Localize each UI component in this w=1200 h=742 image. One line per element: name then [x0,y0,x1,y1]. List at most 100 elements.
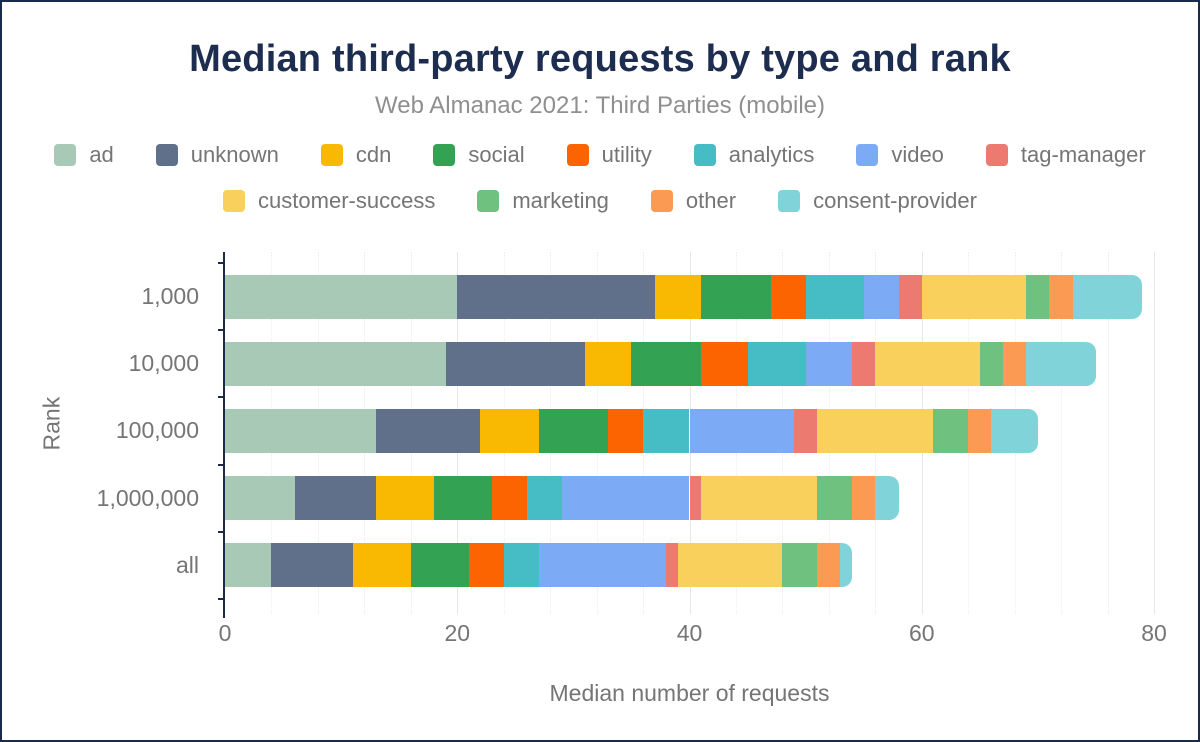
bar-segment-other[interactable] [852,476,876,521]
gridline-major [1154,252,1155,614]
legend-item-video[interactable]: video [856,142,944,168]
y-axis-tick [218,262,225,264]
bar-segment-marketing[interactable] [817,476,853,521]
legend-label: other [685,188,737,213]
legend-swatch-utility [566,144,589,166]
legend-label: video [891,142,944,167]
bar-segment-unknown[interactable] [375,409,481,453]
bar-segment-unknown[interactable] [294,476,376,521]
bar-segment-consent-provider[interactable] [840,543,853,588]
bar-segment-cdn[interactable] [480,409,539,453]
bar-segment-utility[interactable] [701,341,748,386]
legend-label: cdn [355,142,392,167]
legend-item-cdn[interactable]: cdn [320,142,392,168]
legend-item-analytics[interactable]: analytics [693,142,815,168]
bar-segment-analytics[interactable] [526,476,562,521]
chart-subtitle: Web Almanac 2021: Third Parties (mobile) [375,92,825,119]
bar-segment-customer-success[interactable] [677,543,783,588]
bar-row-1000000 [225,476,1154,521]
bar-segment-consent-provider[interactable] [875,476,899,521]
x-tick-label: 60 [908,620,935,646]
legend-swatch-video [856,144,879,166]
x-axis-title: Median number of requests [549,680,830,706]
bar-segment-analytics[interactable] [805,274,864,319]
bar-segment-tag-manager[interactable] [689,476,702,521]
legend-item-utility[interactable]: utility [566,142,652,168]
legend-swatch-marketing [477,190,500,212]
bar-segment-tag-manager[interactable] [666,543,678,588]
bar-segment-cdn[interactable] [654,274,702,319]
bar-segment-video[interactable] [561,476,690,521]
bar-segment-analytics[interactable] [643,409,690,453]
bar-segment-consent-provider[interactable] [1026,341,1096,386]
bar-segment-utility[interactable] [468,543,504,588]
legend-item-ad[interactable]: ad [54,142,114,168]
legend-item-social[interactable]: social [433,142,525,168]
bar-segment-analytics[interactable] [503,543,539,588]
y-axis-tick [218,598,225,600]
bar-row-all [225,543,1154,588]
bar-segment-consent-provider[interactable] [1072,274,1143,319]
legend-swatch-social [433,144,456,166]
bar-segment-unknown[interactable] [445,341,585,386]
bar-segment-tag-manager[interactable] [794,409,818,453]
bar-segment-cdn[interactable] [352,543,411,588]
y-axis-line [223,252,225,618]
bar-segment-utility[interactable] [770,274,806,319]
legend-item-consent-provider[interactable]: consent-provider [778,188,977,214]
bar-segment-marketing[interactable] [782,543,818,588]
bar-row-10000 [225,341,1154,386]
y-tick-label: all [175,551,199,578]
bar-segment-video[interactable] [805,341,853,386]
bar-segment-marketing[interactable] [979,341,1004,386]
legend-item-marketing[interactable]: marketing [477,188,609,214]
bar-segment-customer-success[interactable] [817,409,934,453]
bar-segment-social[interactable] [410,543,469,588]
bar-segment-unknown[interactable] [457,274,655,319]
bar-segment-social[interactable] [434,476,493,521]
bar-segment-ad[interactable] [225,409,376,453]
legend-label: utility [601,142,652,167]
bar-segment-customer-success[interactable] [921,274,1027,319]
bar-segment-other[interactable] [1049,274,1073,319]
bar-segment-customer-success[interactable] [875,341,980,386]
bar-segment-marketing[interactable] [1026,274,1050,319]
bar-segment-analytics[interactable] [747,341,806,386]
bar-segment-tag-manager[interactable] [898,274,922,319]
bar-segment-utility[interactable] [608,409,644,453]
bar-segment-other[interactable] [817,543,841,588]
bar-segment-social[interactable] [631,341,702,386]
bar-segment-utility[interactable] [492,476,527,521]
bar-segment-ad[interactable] [225,341,446,386]
legend-swatch-ad [54,144,77,166]
bar-segment-social[interactable] [701,274,771,319]
bar-segment-ad[interactable] [225,476,295,521]
bar-segment-video[interactable] [538,543,667,588]
x-tick-label: 80 [1141,620,1167,646]
x-tick-label: 20 [444,620,471,646]
legend-item-unknown[interactable]: unknown [155,142,279,168]
bar-segment-other[interactable] [1003,341,1027,386]
legend-swatch-analytics [693,144,716,166]
bar-segment-social[interactable] [538,409,609,453]
y-tick-label: 1,000,000 [96,484,199,511]
legend-item-tag-manager[interactable]: tag-manager [985,142,1146,168]
bar-segment-video[interactable] [863,274,899,319]
bar-segment-ad[interactable] [225,274,458,319]
bar-segment-cdn[interactable] [584,341,632,386]
legend-item-customer-success[interactable]: customer-success [223,188,435,214]
legend-label: analytics [728,142,815,167]
bar-segment-video[interactable] [689,409,794,453]
bar-segment-marketing[interactable] [933,409,969,453]
legend-item-other[interactable]: other [650,188,737,214]
bar-segment-tag-manager[interactable] [852,341,876,386]
bar-segment-ad[interactable] [225,543,272,588]
bar-segment-other[interactable] [968,409,992,453]
bar-segment-customer-success[interactable] [701,476,818,521]
bar-segment-unknown[interactable] [271,543,353,588]
bar-segment-cdn[interactable] [375,476,435,521]
chart-title: Median third-party requests by type and … [189,38,1011,80]
bar-row-1000 [225,274,1154,319]
bar-segment-consent-provider[interactable] [991,409,1038,453]
